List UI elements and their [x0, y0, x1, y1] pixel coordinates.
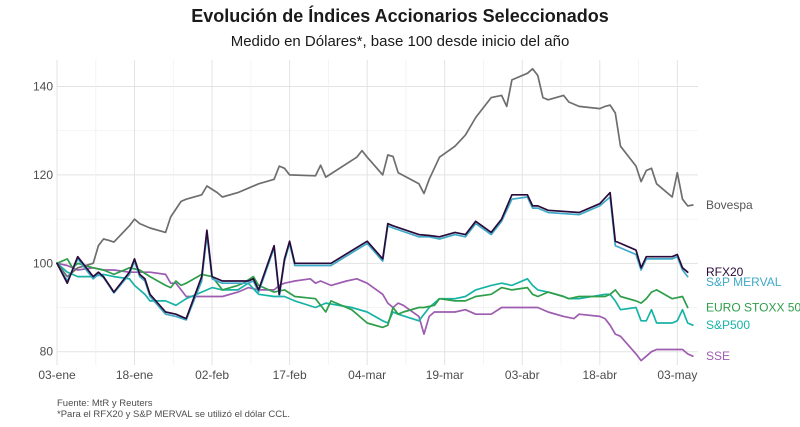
x-tick-label: 02-feb [195, 368, 229, 382]
x-tick-label: 03-may [657, 368, 697, 382]
x-axis-ticks: 03-ene 18-ene 02-feb 17-feb 04-mar 19-mar 03-a… [38, 368, 697, 382]
x-tick-label: 03-abr [505, 368, 540, 382]
x-tick-label: 18-abr [582, 368, 617, 382]
chart-title: Evolución de Índices Accionarios Selecci… [191, 5, 608, 26]
y-axis-ticks: 80 100 120 140 [33, 80, 53, 359]
series-line-rfx20 [56, 191, 689, 320]
chart-caption: Fuente: MtR y Reuters *Para el RFX20 y S… [57, 398, 290, 420]
y-tick-label: 80 [40, 345, 54, 359]
chart-subtitle: Medido en Dólares*, base 100 desde inici… [231, 33, 570, 50]
gridlines [56, 60, 698, 365]
y-tick-label: 120 [33, 168, 53, 182]
series-label-euro-stoxx-50: EURO STOXX 50 [706, 301, 800, 315]
source-note: Fuente: MtR y Reuters [57, 398, 153, 409]
x-tick-label: 19-mar [426, 368, 464, 382]
series-lines [56, 67, 694, 362]
series-label-rfx20: RFX20 [706, 265, 744, 279]
x-tick-label: 03-ene [38, 368, 76, 382]
y-tick-label: 140 [33, 80, 53, 94]
series-line-s-p-merval [56, 196, 689, 321]
footnote: *Para el RFX20 y S&P MERVAL se utilizó e… [57, 409, 291, 420]
y-tick-label: 100 [33, 256, 53, 270]
series-line-bovespa [56, 67, 694, 278]
series-label-s-p-merval: S&P MERVAL [706, 275, 782, 289]
x-tick-label: 18-ene [116, 368, 154, 382]
series-line-euro-stoxx-50 [56, 258, 689, 329]
x-tick-label: 04-mar [348, 368, 386, 382]
series-label-sse: SSE [706, 349, 730, 363]
series-label-bovespa: Bovespa [706, 198, 753, 212]
x-tick-label: 17-feb [273, 368, 307, 382]
series-label-s-p500: S&P500 [706, 318, 750, 332]
